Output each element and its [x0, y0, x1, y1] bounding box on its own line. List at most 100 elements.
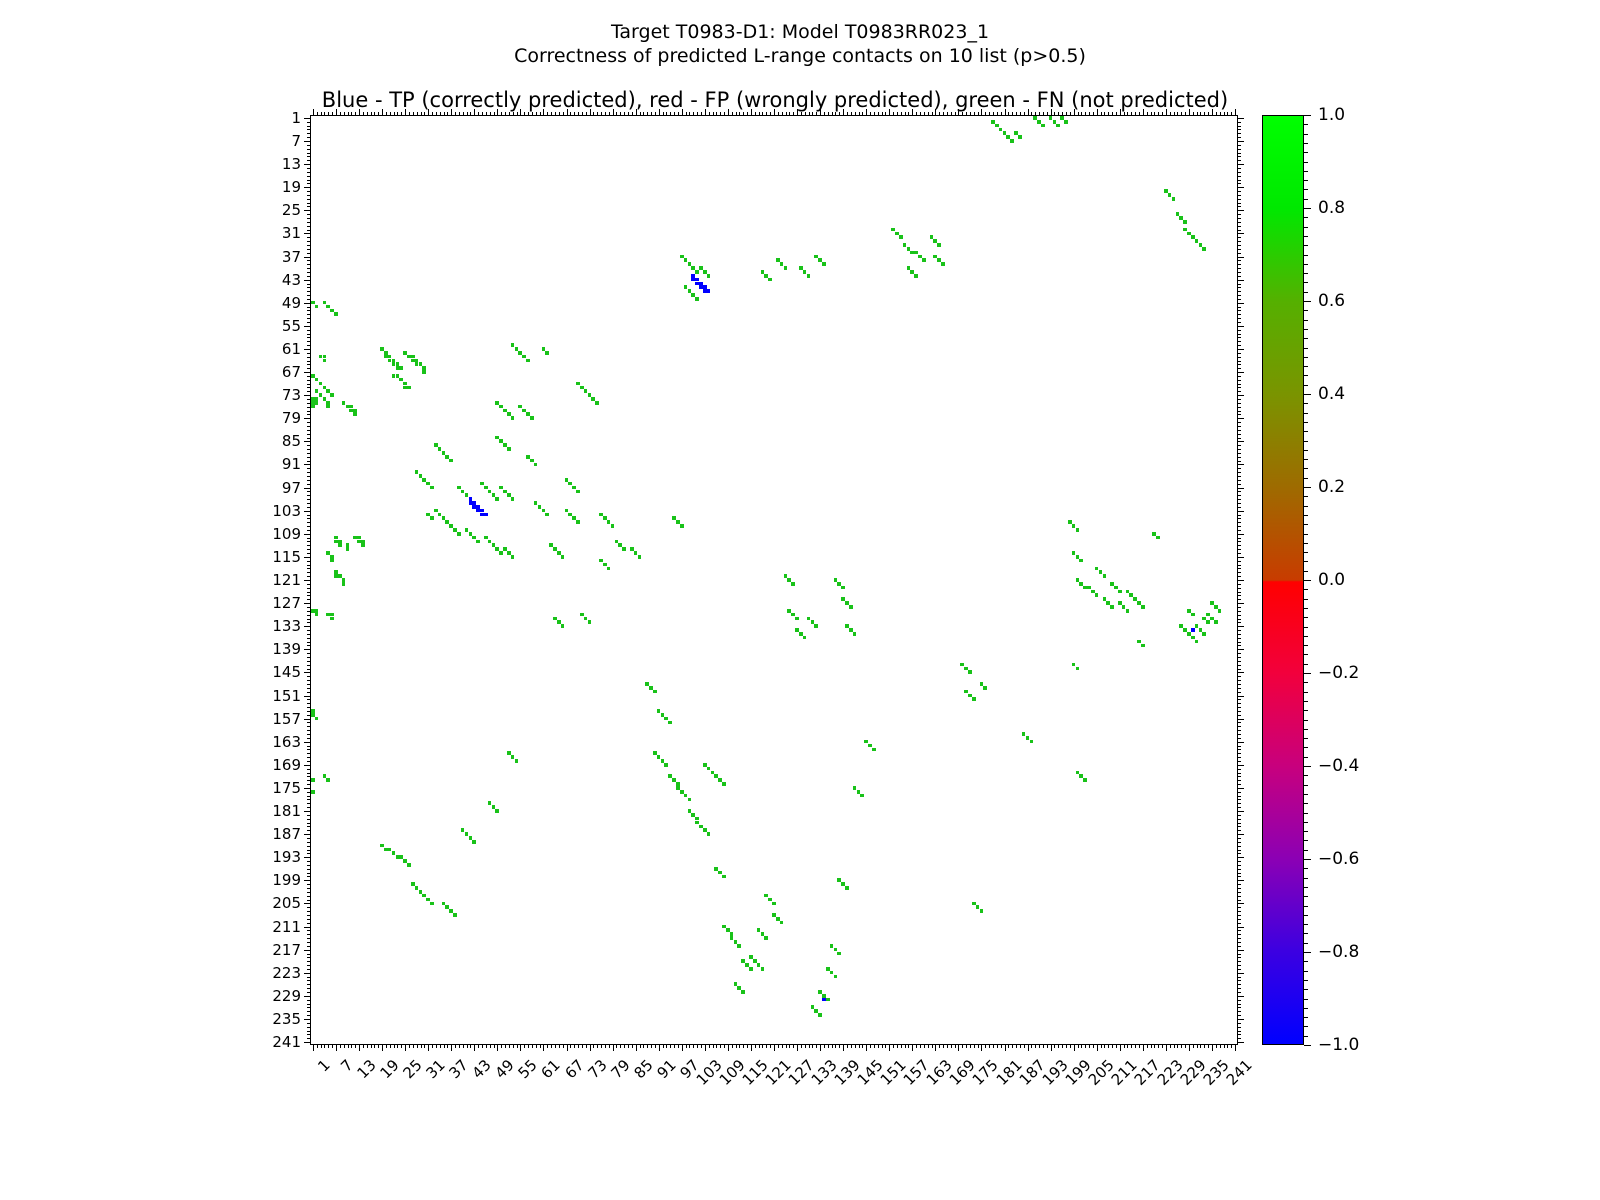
contact-cell — [357, 539, 361, 544]
contact-cell — [422, 366, 427, 370]
contact-cell — [403, 350, 407, 355]
contact-cell — [560, 554, 565, 559]
contact-cell — [311, 300, 315, 305]
x-axis-minor-tick — [447, 112, 449, 116]
x-axis-minor-tick — [873, 1044, 875, 1048]
y-axis-minor-tick — [1237, 814, 1241, 816]
x-axis-minor-tick — [554, 112, 556, 116]
contact-cell — [737, 986, 742, 990]
x-axis-minor-tick — [993, 112, 994, 116]
x-axis-minor-tick — [570, 112, 572, 116]
y-axis-minor-tick — [307, 518, 311, 520]
y-axis-minor-tick — [1237, 930, 1241, 932]
contact-cell — [322, 385, 327, 390]
y-axis-minor-tick — [1237, 660, 1241, 662]
contact-cell — [725, 928, 730, 933]
y-axis-minor-tick — [1237, 918, 1241, 920]
y-axis-major-tick — [1237, 510, 1244, 512]
y-axis-major-tick — [1237, 395, 1244, 397]
y-axis-minor-tick — [1237, 1026, 1241, 1028]
x-axis-minor-tick — [777, 112, 779, 116]
y-axis-minor-tick — [1237, 364, 1241, 366]
y-axis-minor-tick — [307, 630, 311, 632]
x-axis-minor-tick — [1123, 1044, 1125, 1048]
y-axis-minor-tick — [1237, 379, 1241, 381]
x-axis-minor-tick — [1100, 1044, 1102, 1048]
y-axis-minor-tick — [307, 476, 311, 478]
y-axis-minor-tick — [307, 660, 311, 662]
y-axis-minor-tick — [1237, 641, 1241, 643]
x-axis-major-tick — [566, 1044, 568, 1051]
x-axis-minor-tick — [343, 1044, 345, 1048]
y-axis-minor-tick — [1237, 768, 1241, 770]
x-axis-major-tick — [704, 109, 706, 116]
y-axis-tick-label: 229 — [272, 986, 301, 1005]
contact-cell — [1021, 732, 1026, 736]
contact-cell — [994, 123, 999, 128]
x-axis-minor-tick — [954, 112, 956, 116]
x-axis-minor-tick — [1108, 1044, 1110, 1048]
colorbar-minor-tick — [1304, 849, 1308, 851]
contact-cell — [499, 439, 503, 444]
y-axis-minor-tick — [307, 198, 311, 200]
y-axis-minor-tick — [1237, 687, 1241, 689]
x-axis-minor-tick — [554, 1044, 556, 1048]
colorbar-minor-tick — [1304, 645, 1308, 647]
x-axis-major-tick — [935, 109, 937, 116]
y-axis-minor-tick — [307, 275, 311, 277]
y-axis-minor-tick — [307, 618, 311, 620]
contact-cell — [856, 789, 861, 794]
y-axis-minor-tick — [1237, 595, 1241, 597]
colorbar-minor-tick — [1304, 198, 1308, 200]
y-axis-minor-tick — [1237, 818, 1241, 820]
x-axis-major-tick — [1165, 1044, 1167, 1051]
x-axis-major-tick — [1188, 1044, 1190, 1051]
x-axis-minor-tick — [835, 1044, 837, 1048]
y-axis-minor-tick — [1237, 961, 1241, 963]
y-axis-minor-tick — [307, 965, 311, 967]
x-axis-minor-tick — [1081, 1044, 1083, 1048]
contact-cell — [1125, 608, 1130, 613]
x-axis-minor-tick — [1081, 112, 1083, 116]
colorbar-minor-tick — [1304, 1007, 1308, 1009]
x-axis-minor-tick — [712, 112, 714, 116]
y-axis-major-tick — [1237, 1018, 1244, 1020]
contact-map-plot[interactable]: 1 7 13 19 25 31 37 43 49 55 61 67 73 79 85 91 97 103 109 11… — [272, 109, 1255, 1089]
contact-cell — [457, 531, 461, 536]
contact-cell — [591, 397, 596, 401]
y-axis-minor-tick — [307, 364, 311, 366]
x-axis-minor-tick — [1069, 1044, 1071, 1048]
contact-cell — [499, 485, 503, 490]
y-axis-minor-tick — [1237, 938, 1241, 940]
x-axis-minor-tick — [858, 1044, 860, 1048]
x-axis-minor-tick — [766, 1044, 768, 1048]
y-axis-minor-tick — [307, 772, 311, 774]
x-axis-minor-tick — [1054, 112, 1056, 116]
y-axis-minor-tick — [307, 206, 311, 208]
x-axis-minor-tick — [1173, 112, 1175, 116]
contact-cell — [814, 1009, 818, 1013]
x-axis-minor-tick — [747, 1044, 749, 1048]
y-axis-tick-label: 61 — [281, 339, 301, 358]
contact-cell — [1094, 566, 1099, 571]
y-axis-minor-tick — [1237, 360, 1241, 362]
y-axis-minor-tick — [1237, 221, 1241, 223]
y-axis-tick-label: 241 — [272, 1033, 301, 1052]
x-axis-minor-tick — [1139, 112, 1141, 116]
contact-cell — [1179, 216, 1183, 220]
contact-cell — [1152, 531, 1157, 536]
contact-cell — [1171, 196, 1176, 201]
y-axis-minor-tick — [307, 425, 311, 427]
contact-cell — [1137, 639, 1141, 644]
y-axis-minor-tick — [307, 175, 311, 177]
contact-cell — [407, 354, 411, 359]
contact-cell — [1075, 554, 1080, 559]
x-axis-minor-tick — [562, 1044, 564, 1048]
contact-cell — [418, 889, 423, 894]
x-axis-minor-tick — [439, 1044, 441, 1048]
y-axis-minor-tick — [307, 888, 311, 890]
contact-cell — [722, 874, 726, 879]
y-axis-minor-tick — [1237, 283, 1241, 285]
x-axis-minor-tick — [643, 112, 645, 116]
x-axis-minor-tick — [362, 112, 364, 116]
